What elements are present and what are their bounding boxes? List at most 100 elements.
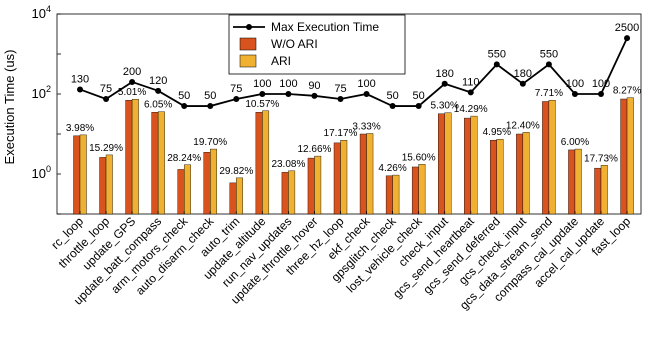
bar-wo-ari bbox=[438, 113, 445, 215]
bar-wo-ari bbox=[307, 157, 315, 215]
max-execution-time-point bbox=[363, 91, 370, 97]
max-execution-time-label: 90 bbox=[308, 80, 320, 92]
y-tick-label: 104 bbox=[32, 4, 51, 21]
bar-wo-ari bbox=[203, 152, 211, 215]
bar-wo-ari bbox=[177, 169, 185, 215]
max-execution-time-point bbox=[571, 91, 578, 97]
max-execution-time-label: 100 bbox=[357, 78, 375, 90]
max-execution-time-label: 50 bbox=[413, 90, 425, 102]
bar-ari bbox=[392, 174, 400, 215]
max-execution-time-point bbox=[311, 92, 318, 99]
bar-wo-ari bbox=[620, 98, 628, 215]
max-execution-time-point bbox=[624, 35, 631, 42]
max-execution-time-point bbox=[155, 87, 162, 94]
bar-ari bbox=[548, 99, 556, 215]
max-execution-time-point bbox=[259, 91, 266, 97]
improvement-percent-label: 14.29% bbox=[454, 104, 488, 115]
max-execution-time-label: 50 bbox=[386, 90, 398, 102]
bar-ari bbox=[626, 97, 634, 215]
bar-ari bbox=[105, 154, 113, 215]
max-execution-time-point bbox=[337, 95, 344, 102]
improvement-percent-label: 12.40% bbox=[506, 120, 540, 131]
bar-ari bbox=[574, 148, 582, 215]
bar-ari bbox=[444, 112, 452, 215]
max-execution-time-label: 100 bbox=[253, 78, 271, 90]
bar-ari bbox=[418, 164, 426, 215]
bar-wo-ari bbox=[255, 112, 263, 215]
max-execution-time-line bbox=[79, 37, 628, 107]
bar-ari bbox=[236, 177, 244, 215]
max-execution-time-label: 2500 bbox=[615, 22, 639, 34]
bar-ari bbox=[131, 99, 139, 215]
max-execution-time-label: 75 bbox=[100, 83, 112, 95]
improvement-percent-label: 3.33% bbox=[352, 121, 380, 132]
max-execution-time-point bbox=[467, 89, 474, 96]
bar-wo-ari bbox=[385, 175, 393, 215]
y-tick-label: 102 bbox=[32, 84, 51, 101]
max-execution-time-label: 200 bbox=[123, 66, 141, 78]
bar-ari bbox=[600, 165, 608, 215]
legend-box bbox=[228, 14, 406, 75]
max-execution-time-label: 180 bbox=[514, 68, 532, 80]
plot-area: 3.98% 15.29% 5.01% 6.05% 28.24% 19.70% 29.82% 1… bbox=[56, 13, 642, 215]
max-execution-time-point bbox=[389, 103, 396, 110]
max-execution-time-label: 100 bbox=[592, 78, 610, 90]
bar-ari bbox=[522, 132, 530, 215]
improvement-percent-label: 8.27% bbox=[613, 86, 641, 97]
max-execution-time-label: 180 bbox=[436, 68, 454, 80]
bar-wo-ari bbox=[542, 101, 550, 215]
improvement-percent-label: 6.00% bbox=[561, 137, 589, 148]
max-execution-time-point bbox=[519, 80, 526, 87]
bar-wo-ari bbox=[281, 172, 289, 215]
improvement-percent-label: 29.82% bbox=[219, 166, 253, 177]
max-execution-time-point bbox=[233, 95, 240, 102]
bar-ari bbox=[314, 155, 322, 215]
max-execution-time-point bbox=[77, 86, 83, 93]
legend-swatch-ari bbox=[239, 54, 257, 68]
bar-wo-ari bbox=[229, 182, 237, 215]
improvement-percent-label: 15.60% bbox=[402, 152, 436, 163]
improvement-percent-label: 10.57% bbox=[245, 99, 279, 110]
bar-wo-ari bbox=[333, 142, 341, 215]
bar-wo-ari bbox=[490, 139, 497, 215]
improvement-percent-label: 6.05% bbox=[144, 100, 172, 111]
max-execution-time-point bbox=[598, 91, 604, 97]
improvement-percent-label: 7.71% bbox=[535, 88, 563, 99]
max-execution-time-label: 550 bbox=[540, 48, 558, 60]
legend-label-max-execution-time: Max Execution Time bbox=[271, 20, 379, 34]
bar-ari bbox=[366, 133, 374, 215]
bar-ari bbox=[79, 134, 87, 215]
plot-frame bbox=[56, 13, 642, 215]
bar-wo-ari bbox=[411, 166, 419, 215]
bar-wo-ari bbox=[516, 133, 524, 215]
bar-ari bbox=[496, 139, 504, 215]
legend-label-ari: ARI bbox=[271, 54, 291, 68]
improvement-percent-label: 17.17% bbox=[324, 128, 358, 139]
bar-wo-ari bbox=[594, 167, 602, 215]
y-axis-title: Execution Time (us) bbox=[2, 50, 17, 165]
improvement-percent-label: 15.29% bbox=[89, 143, 123, 154]
max-execution-time-label: 100 bbox=[279, 78, 297, 90]
improvement-percent-label: 5.01% bbox=[118, 87, 146, 98]
max-execution-time-label: 100 bbox=[566, 78, 584, 90]
bar-ari bbox=[340, 139, 348, 215]
bar-wo-ari bbox=[99, 157, 107, 215]
y-tick-label: 100 bbox=[32, 164, 51, 181]
bar-ari bbox=[157, 111, 165, 215]
bar-ari bbox=[470, 115, 478, 215]
bar-wo-ari bbox=[151, 112, 159, 215]
max-execution-time-label: 75 bbox=[230, 83, 242, 95]
improvement-percent-label: 4.26% bbox=[378, 163, 406, 174]
improvement-percent-label: 4.95% bbox=[483, 127, 511, 138]
max-execution-time-point bbox=[441, 80, 448, 87]
improvement-percent-label: 17.73% bbox=[584, 153, 618, 164]
max-execution-time-point bbox=[285, 91, 292, 97]
max-execution-time-label: 75 bbox=[334, 83, 346, 95]
bar-wo-ari bbox=[359, 133, 367, 215]
legend: Max Execution Time W/O ARI ARI bbox=[228, 14, 406, 75]
max-execution-time-label: 130 bbox=[71, 73, 89, 85]
bar-wo-ari bbox=[125, 99, 133, 215]
x-axis: rc_loopthrottle_loopupdate_GPSupdate_bat… bbox=[48, 211, 633, 312]
max-execution-time-point bbox=[545, 61, 552, 68]
